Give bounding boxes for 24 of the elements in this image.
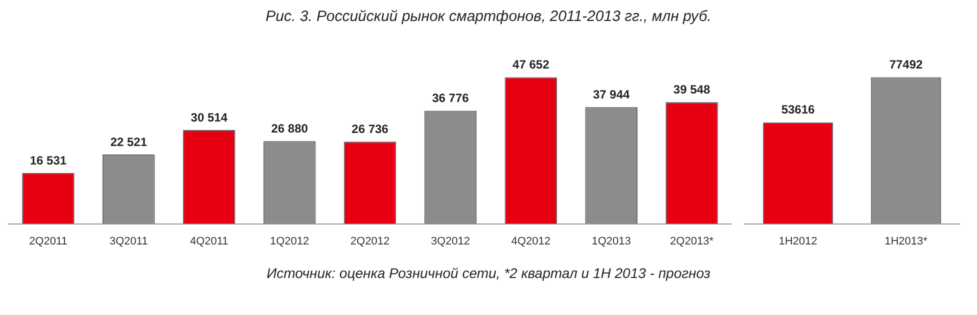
text: Источник: оценка Розничной сети, *2 квартал и 1H 2013 - прогноз [266, 265, 712, 281]
x-tick-label: 1H2013* [884, 235, 928, 248]
data-label: 36 776 [432, 91, 470, 106]
x-tick-label: 1H2012 [778, 235, 818, 248]
data-label: 16 531 [30, 153, 67, 168]
x-tick-label: 4Q2012 [511, 235, 550, 248]
x-tick-label: 1Q2013 [592, 235, 631, 248]
x-tick-label: 4Q2011 [190, 235, 228, 248]
x-tick-label: 2Q2013* [670, 235, 714, 248]
chart-title: Рис. 3. Российский рынок смартфонов, 2011-2013 гг., млн руб. [264, 8, 712, 25]
data-label: 47 652 [512, 58, 550, 72]
data-label: 53616 [781, 102, 816, 117]
data-label: 39 548 [673, 82, 710, 96]
data-label: 26 736 [352, 122, 389, 136]
data-label: 37 944 [592, 87, 630, 102]
x-tick-label: 3Q2012 [430, 235, 470, 248]
data-label: 26 880 [271, 121, 308, 136]
data-label: 30 514 [190, 110, 228, 124]
x-tick-label: 2Q2011 [29, 235, 68, 248]
x-tick-label: 1Q2012 [270, 235, 310, 248]
data-label: 22 521 [110, 134, 148, 149]
data-label: 77492 [889, 58, 924, 72]
x-tick-label: 3Q2011 [110, 235, 148, 248]
x-tick-label: 2Q2012 [350, 235, 390, 248]
